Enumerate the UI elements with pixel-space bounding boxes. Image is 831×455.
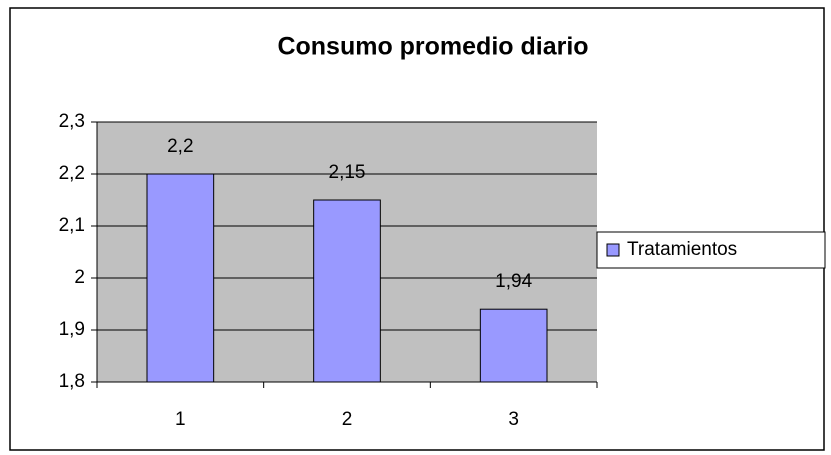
x-tick-label: 1 (175, 409, 186, 430)
y-tick-label: 1,9 (59, 319, 85, 340)
y-tick-label: 2,2 (59, 163, 85, 184)
y-tick-label: 2 (74, 267, 85, 288)
legend-label: Tratamientos (627, 239, 737, 260)
y-tick-label: 2,1 (59, 215, 85, 236)
bar (479, 308, 548, 383)
x-tick-label: 3 (508, 409, 519, 430)
chart-title: Consumo promedio diario (277, 33, 588, 61)
y-tick-label: 2,3 (59, 111, 85, 132)
data-label: 2,15 (329, 162, 366, 183)
data-label: 1,94 (495, 271, 532, 292)
legend-swatch (606, 243, 620, 257)
data-label: 2,2 (167, 136, 193, 157)
bar (146, 173, 215, 383)
legend-box (596, 231, 826, 269)
y-tick-label: 1,8 (59, 371, 85, 392)
x-tick-label: 2 (342, 409, 353, 430)
bar (313, 199, 381, 383)
